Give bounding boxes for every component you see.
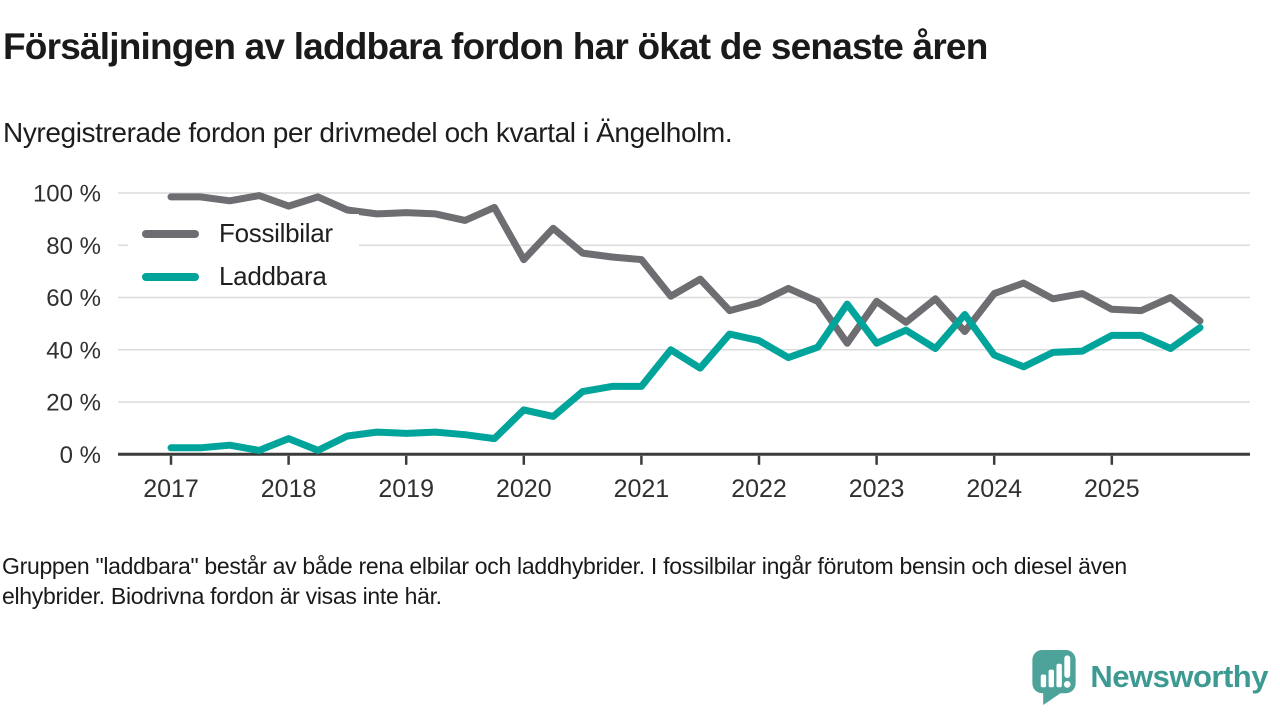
- y-tick-label: 0 %: [60, 442, 101, 469]
- y-tick-label: 20 %: [46, 390, 101, 417]
- newsworthy-logo-text: Newsworthy: [1090, 658, 1268, 694]
- y-tick-labels: 0 % 20 % 40 % 60 % 80 % 100 %: [33, 181, 101, 469]
- newsworthy-logo: Newsworthy: [1030, 648, 1268, 705]
- x-tick-label: 2021: [614, 475, 670, 503]
- x-tick-label: 2019: [378, 475, 434, 503]
- y-tick-label: 40 %: [46, 337, 101, 364]
- x-tick-label: 2023: [849, 475, 905, 503]
- newsworthy-speech-bubble-chart-icon: [1032, 649, 1077, 705]
- page-title: Försäljningen av laddbara fordon har öka…: [3, 26, 988, 67]
- y-tick-label: 100 %: [33, 181, 101, 208]
- x-tick-labels: 2017 2018 2019 2020 2021 2022 2023 2024 2025: [143, 475, 1139, 503]
- chart-footnote: Gruppen "laddbara" består av både rena e…: [2, 551, 1220, 611]
- x-tick-label: 2020: [496, 475, 552, 503]
- x-tick-label: 2024: [966, 475, 1022, 503]
- legend-label-fossilbilar: Fossilbilar: [219, 218, 333, 248]
- x-tick-label: 2022: [731, 475, 787, 503]
- footnote-line-2: elhybrider. Biodrivna fordon är visas in…: [2, 583, 442, 609]
- y-tick-label: 80 %: [46, 233, 101, 260]
- fossilbilar-line-swatch: [142, 229, 199, 238]
- x-axis: [118, 452, 1250, 465]
- x-tick-label: 2017: [143, 475, 199, 503]
- legend-item-fossilbilar: Fossilbilar: [128, 214, 359, 253]
- x-tick-label: 2018: [261, 475, 317, 503]
- chart-legend: Fossilbilar Laddbara: [128, 214, 359, 296]
- page-subtitle: Nyregistrerade fordon per drivmedel och …: [3, 117, 733, 148]
- legend-label-laddbara: Laddbara: [219, 261, 327, 291]
- series-line-laddbara: [167, 300, 1204, 454]
- legend-item-laddbara: Laddbara: [128, 257, 359, 296]
- y-tick-label: 60 %: [46, 285, 101, 312]
- footnote-line-1: Gruppen "laddbara" består av både rena e…: [2, 553, 1127, 579]
- x-tick-label: 2025: [1084, 475, 1140, 503]
- laddbara-line-swatch: [142, 272, 199, 281]
